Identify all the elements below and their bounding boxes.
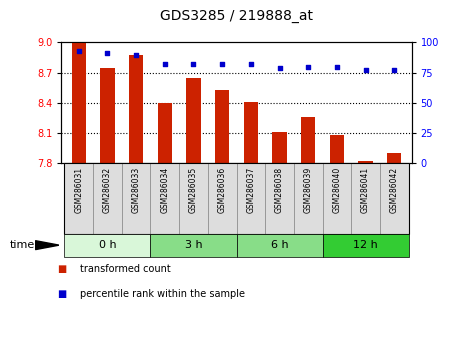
- Text: GSM286034: GSM286034: [160, 166, 169, 213]
- Bar: [158, 103, 172, 163]
- Text: GSM286032: GSM286032: [103, 166, 112, 212]
- Bar: [244, 102, 258, 163]
- Text: 3 h: 3 h: [184, 240, 202, 250]
- Point: [391, 67, 398, 73]
- Bar: [294, 163, 323, 234]
- Bar: [64, 234, 150, 257]
- Point: [362, 67, 369, 73]
- Bar: [387, 153, 402, 163]
- Bar: [179, 163, 208, 234]
- Point: [161, 61, 168, 67]
- Bar: [129, 55, 143, 163]
- Bar: [351, 163, 380, 234]
- Bar: [236, 234, 323, 257]
- Bar: [265, 163, 294, 234]
- Point: [305, 64, 312, 69]
- Point: [247, 61, 254, 67]
- Text: 12 h: 12 h: [353, 240, 378, 250]
- Text: GSM286042: GSM286042: [390, 166, 399, 212]
- Polygon shape: [35, 241, 59, 250]
- Bar: [330, 135, 344, 163]
- Text: GSM286033: GSM286033: [131, 166, 140, 213]
- Bar: [150, 234, 236, 257]
- Text: percentile rank within the sample: percentile rank within the sample: [80, 289, 245, 298]
- Text: GDS3285 / 219888_at: GDS3285 / 219888_at: [160, 9, 313, 23]
- Bar: [380, 163, 409, 234]
- Bar: [323, 163, 351, 234]
- Text: 0 h: 0 h: [98, 240, 116, 250]
- Point: [104, 51, 111, 56]
- Bar: [186, 78, 201, 163]
- Bar: [272, 132, 287, 163]
- Text: ■: ■: [57, 289, 66, 298]
- Text: GSM286038: GSM286038: [275, 166, 284, 212]
- Bar: [122, 163, 150, 234]
- Point: [219, 61, 226, 67]
- Text: ■: ■: [57, 264, 66, 274]
- Bar: [208, 163, 236, 234]
- Point: [75, 48, 82, 54]
- Point: [190, 61, 197, 67]
- Bar: [236, 163, 265, 234]
- Bar: [359, 161, 373, 163]
- Point: [333, 64, 341, 69]
- Bar: [150, 163, 179, 234]
- Bar: [71, 42, 86, 163]
- Bar: [64, 163, 93, 234]
- Text: 6 h: 6 h: [271, 240, 289, 250]
- Text: GSM286031: GSM286031: [74, 166, 83, 212]
- Text: GSM286037: GSM286037: [246, 166, 255, 213]
- Bar: [100, 68, 114, 163]
- Text: GSM286036: GSM286036: [218, 166, 227, 213]
- Text: GSM286040: GSM286040: [333, 166, 342, 213]
- Text: time: time: [9, 240, 35, 250]
- Text: GSM286035: GSM286035: [189, 166, 198, 213]
- Bar: [93, 163, 122, 234]
- Point: [132, 52, 140, 57]
- Text: GSM286041: GSM286041: [361, 166, 370, 212]
- Bar: [215, 90, 229, 163]
- Text: GSM286039: GSM286039: [304, 166, 313, 213]
- Text: transformed count: transformed count: [80, 264, 171, 274]
- Bar: [323, 234, 409, 257]
- Point: [276, 65, 283, 70]
- Bar: [301, 117, 315, 163]
